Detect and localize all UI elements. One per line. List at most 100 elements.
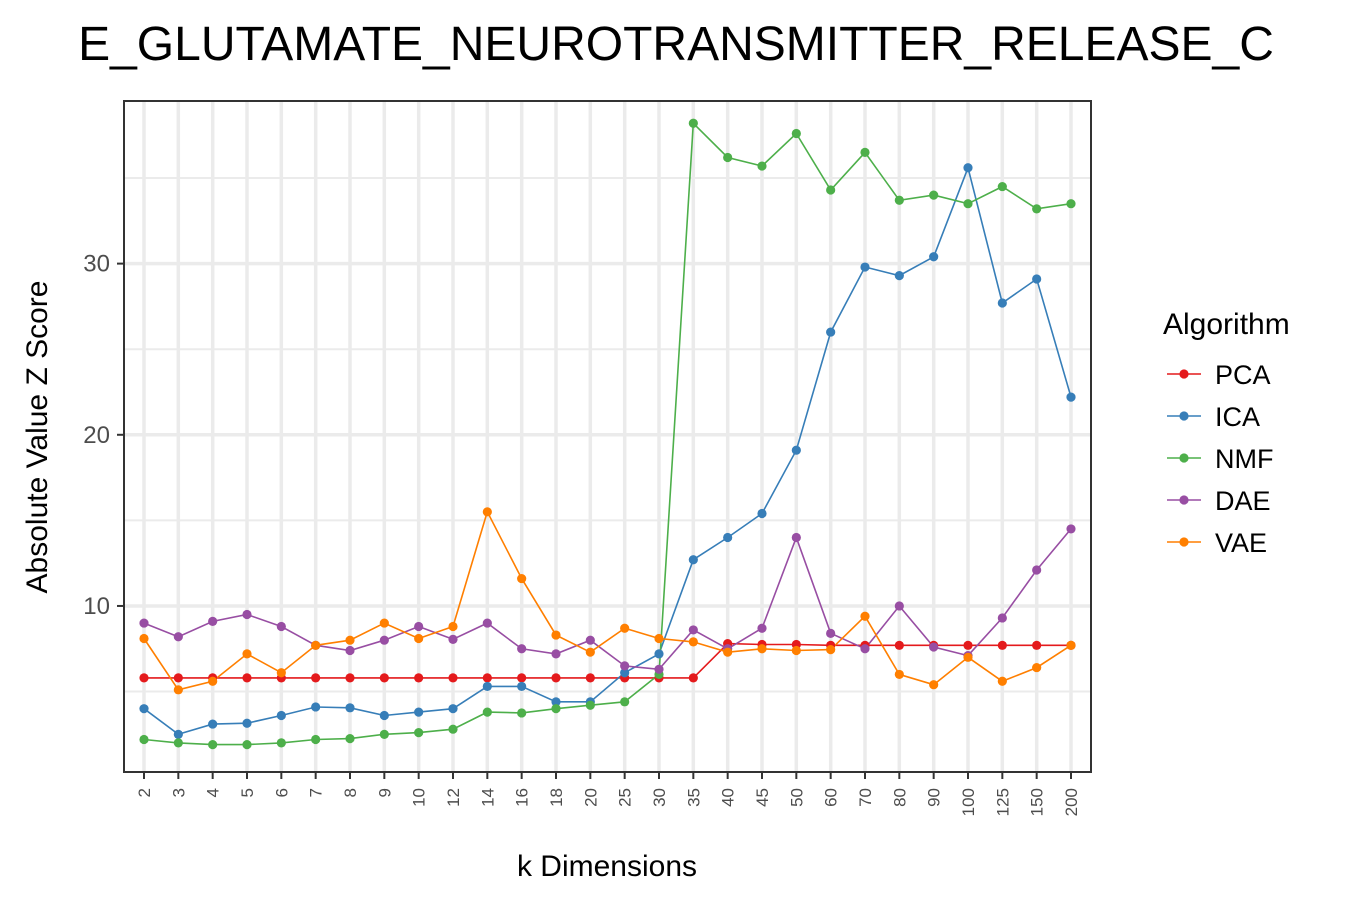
x-tick-label: 35 [684,788,703,807]
data-point-nmf [1032,204,1042,214]
series-line-dae [143,528,1072,671]
data-point-dae [551,649,561,659]
data-point-ica [791,445,801,455]
x-tick-label: 40 [719,788,738,807]
data-point-pca [379,673,389,683]
x-tick-label: 125 [993,788,1012,816]
data-point-dae [688,625,698,635]
x-tick-label: 4 [204,788,223,797]
x-tick-label: 18 [547,788,566,807]
data-point-vae [894,669,904,680]
data-point-vae [448,621,458,632]
x-tick-label: 16 [513,788,532,807]
data-point-ica [860,262,870,272]
data-point-dae [826,628,836,638]
legend-title: Algorithm [1163,308,1290,341]
legend-key-point [1179,453,1189,463]
x-tick-label: 60 [822,788,841,807]
data-point-pca [1032,640,1042,650]
data-point-ica [620,668,630,678]
data-point-nmf [826,185,836,195]
data-point-nmf [482,707,492,717]
data-point-nmf [379,729,389,739]
data-point-nmf [311,734,321,745]
data-point-vae [242,649,252,659]
data-point-nmf [929,190,939,200]
data-point-pca [551,673,561,683]
x-tick-label: 200 [1062,788,1081,816]
data-point-ica [723,532,733,543]
data-point-ica [654,649,664,659]
chart-title: E_GLUTAMATE_NEUROTRANSMITTER_RELEASE_C [78,18,1274,71]
data-point-ica [757,508,767,519]
data-point-dae [929,642,939,652]
data-point-nmf [620,697,630,707]
data-point-nmf [1066,199,1076,209]
data-point-dae [894,601,904,611]
data-point-nmf [585,700,595,710]
data-point-dae [448,634,458,644]
data-point-pca [311,673,321,683]
data-point-nmf [997,181,1007,192]
data-point-dae [242,609,252,620]
data-point-ica [379,710,389,721]
data-point-vae [757,644,767,654]
series-line-ica [143,165,1072,736]
x-tick-label: 3 [169,788,188,797]
legend-label: PCA [1215,360,1271,390]
x-tick-label: 50 [787,788,806,807]
x-tick-label: 5 [238,788,257,797]
data-point-dae [517,644,527,654]
data-point-ica [448,704,458,714]
data-point-vae [860,611,870,621]
data-point-pca [173,673,183,683]
data-point-ica [963,163,973,173]
data-point-dae [1032,565,1042,575]
data-point-pca [345,673,355,683]
legend: Algorithm PCA ICA NMF DAE VAE [1163,308,1290,558]
data-point-vae [311,640,321,650]
legend-key-point [1179,411,1189,421]
data-point-dae [620,661,630,671]
data-point-pca [894,640,904,650]
data-point-ica [311,702,321,712]
data-point-ica [517,681,527,692]
data-point-nmf [242,740,252,750]
data-point-pca [414,673,424,683]
data-point-ica [551,697,561,707]
data-point-nmf [963,199,973,209]
data-point-nmf [345,734,355,744]
data-point-dae [276,621,286,632]
x-tick-label: 45 [753,788,772,807]
data-point-vae [654,633,664,644]
data-point-nmf [860,147,870,157]
data-point-nmf [791,128,801,139]
data-point-ica [929,252,939,262]
data-point-vae [997,676,1007,686]
data-point-vae [139,633,149,644]
x-tick-label: 90 [925,788,944,807]
data-point-vae [379,618,389,628]
data-point-ica [1066,392,1076,402]
data-point-nmf [894,195,904,205]
data-point-vae [585,647,595,657]
data-point-ica [688,555,698,565]
series-line-pca [144,642,1071,679]
x-axis-title: k Dimensions [517,850,697,883]
data-point-vae [517,573,527,584]
data-point-ica [208,719,218,729]
data-point-pca [963,640,973,650]
panel-border [123,100,1092,773]
legend-label: VAE [1215,528,1267,558]
y-tick-label: 30 [83,251,110,278]
data-point-dae [757,623,767,633]
data-point-vae [963,652,973,662]
data-point-dae [139,618,149,628]
data-point-vae [826,645,836,655]
x-tick-label: 25 [616,788,635,807]
data-point-dae [379,635,389,645]
data-point-ica [826,327,836,337]
data-point-nmf [139,734,149,745]
data-point-vae [276,668,286,678]
